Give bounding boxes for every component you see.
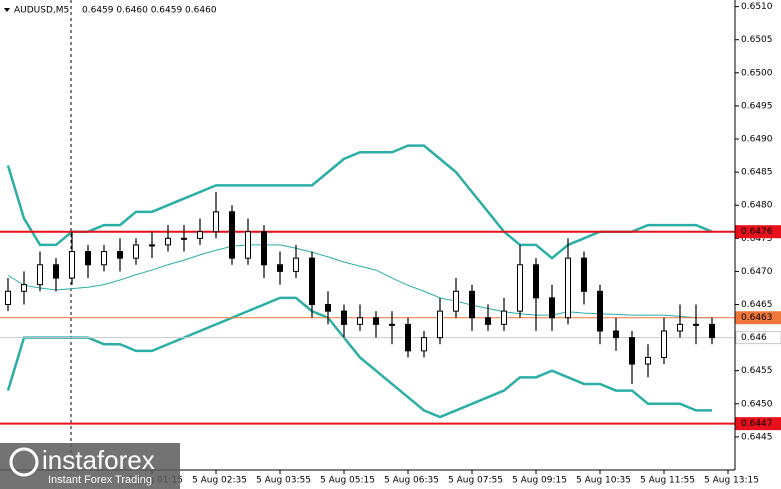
y-tick-label: 0.6495	[741, 101, 773, 111]
candle-body	[453, 290, 459, 312]
candle-body	[549, 297, 555, 319]
candle-body	[629, 337, 635, 365]
candle-body	[661, 330, 667, 358]
level-label-box	[735, 331, 781, 345]
y-tick-label: 0.6480	[741, 201, 773, 211]
candle-body	[133, 244, 139, 259]
x-tick-label: 5 Aug 07:55	[448, 476, 503, 486]
y-tick-label: 0.6465	[741, 300, 773, 310]
candle-body	[469, 290, 475, 319]
candle-body	[245, 231, 251, 259]
level-label: 0.646	[741, 333, 767, 343]
candle-body	[229, 211, 235, 259]
candle-body	[53, 264, 59, 279]
band-line	[6, 296, 712, 419]
y-tick-label: 0.6470	[741, 267, 773, 277]
candle-body	[309, 257, 315, 306]
candle-body	[341, 310, 347, 325]
x-tick-label: 5 Aug 13:15	[704, 476, 759, 486]
candle-body	[677, 323, 683, 332]
candle-body	[261, 231, 267, 266]
candle-body	[693, 323, 699, 326]
candle-body	[85, 251, 91, 266]
candle-body	[69, 251, 75, 279]
watermark: instaforex Instant Forex Trading	[0, 443, 180, 489]
x-tick-label: 5 Aug 11:55	[640, 476, 695, 486]
candle-body	[37, 264, 43, 286]
x-tick-label: 5 Aug 09:15	[512, 476, 567, 486]
candle-body	[645, 356, 651, 365]
candle-body	[293, 257, 299, 272]
candle-body	[565, 257, 571, 319]
candle-body	[709, 323, 715, 339]
y-tick-label: 0.6445	[741, 432, 773, 442]
candle-body	[165, 237, 171, 246]
menu-arrow[interactable]	[4, 8, 10, 12]
y-tick-label: 0.6490	[741, 135, 773, 145]
candle-body	[101, 251, 107, 266]
y-tick-label: 0.6455	[741, 366, 773, 376]
level-label: 0.6463	[741, 313, 773, 323]
y-tick-label: 0.6500	[741, 68, 773, 78]
level-label-box	[735, 225, 781, 239]
watermark-brand: instaforex	[42, 445, 155, 475]
x-tick-label: 5 Aug 02:35	[192, 476, 247, 486]
candle-body	[389, 323, 395, 326]
x-tick-label: 5 Aug 05:15	[320, 476, 375, 486]
plot-area	[0, 144, 735, 425]
candle-body	[277, 264, 283, 272]
y-tick-label: 0.6475	[741, 234, 773, 244]
candle-body	[117, 251, 123, 259]
x-tick-label: 5 Aug 03:55	[256, 476, 311, 486]
level-label-box	[735, 311, 781, 325]
candle-body	[613, 330, 619, 339]
level-label: 0.6447	[741, 419, 773, 429]
candle-body	[421, 337, 427, 352]
y-tick-label: 0.6485	[741, 168, 773, 178]
candle-body	[405, 323, 411, 352]
y-tick-label: 0.6505	[741, 35, 773, 45]
candle-body	[501, 310, 507, 325]
band-line	[7, 244, 712, 319]
level-label: 0.6476	[741, 227, 773, 237]
candle-body	[149, 244, 155, 247]
y-tick-label: 0.6510	[741, 2, 773, 12]
watermark-icon	[9, 447, 39, 477]
candle-body	[485, 317, 491, 325]
candle-body	[437, 310, 443, 339]
ohlc-readout: 0.6459 0.6460 0.6459 0.6460	[82, 6, 217, 16]
candle-body	[581, 257, 587, 292]
candle-body	[213, 211, 219, 233]
watermark-tagline: Instant Forex Trading	[48, 474, 152, 486]
x-tick-label: 5 Aug 10:35	[576, 476, 631, 486]
candle-body	[357, 317, 363, 325]
candle-body	[5, 290, 11, 306]
candle-body	[181, 237, 187, 240]
candle-body	[325, 304, 331, 312]
candle-body	[533, 264, 539, 299]
candle-body	[197, 231, 203, 239]
chart-title: AUDUSD,M5	[14, 6, 69, 16]
y-tick-label: 0.6450	[741, 399, 773, 409]
level-label-box	[735, 417, 781, 431]
candle-body	[597, 290, 603, 332]
candle-body	[373, 317, 379, 325]
candle-body	[21, 284, 27, 292]
x-tick-label: 5 Aug 06:35	[384, 476, 439, 486]
candle-body	[517, 264, 523, 312]
band-line	[6, 144, 713, 260]
